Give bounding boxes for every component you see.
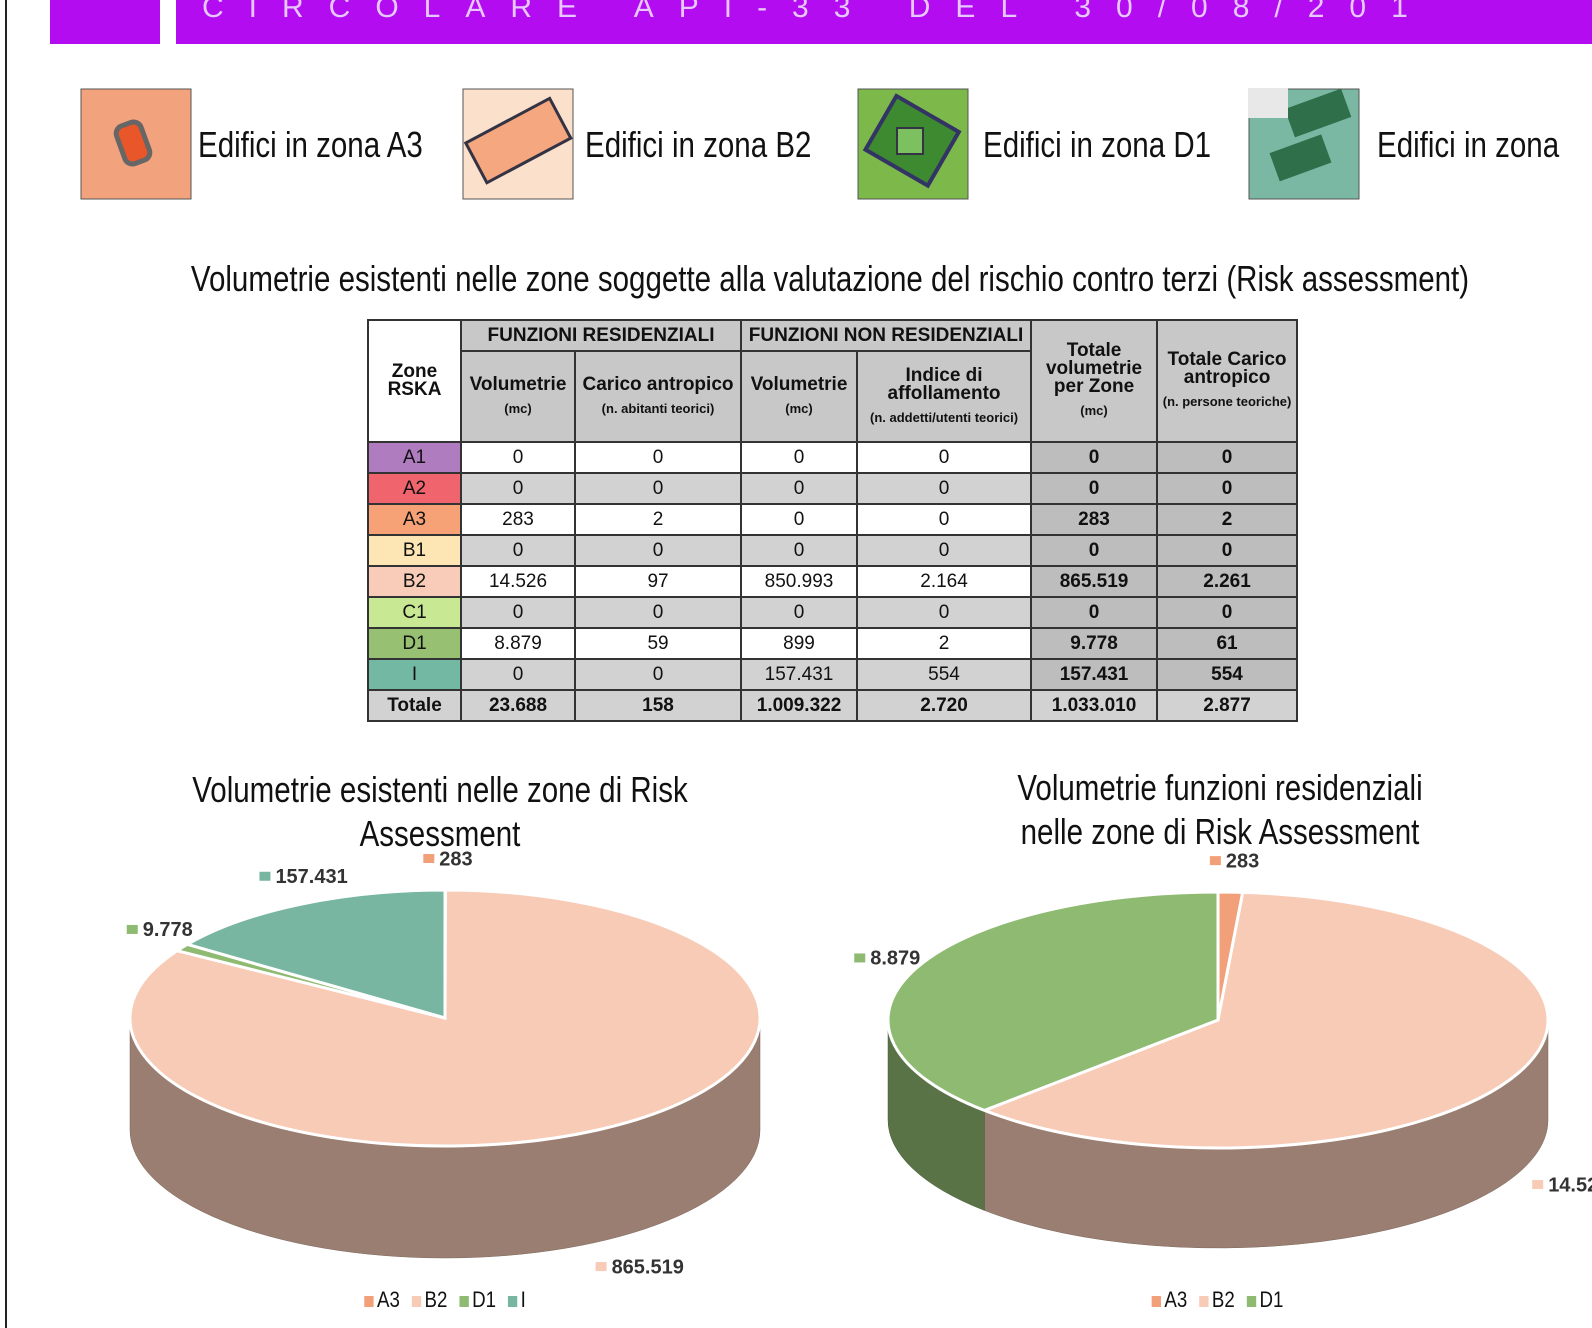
label-swatch xyxy=(1532,1180,1543,1189)
legend-label: D1 xyxy=(1259,1287,1283,1312)
legend-label: A3 xyxy=(1164,1287,1187,1312)
legend-item: D1 xyxy=(1247,1287,1284,1313)
legend-label: B2 xyxy=(1212,1287,1235,1312)
legend-label: I xyxy=(521,1287,526,1312)
data-label: 865.519 xyxy=(612,1256,684,1278)
legend-swatch xyxy=(459,1296,468,1307)
label-swatch xyxy=(423,854,434,863)
legend-label: B2 xyxy=(425,1287,448,1312)
legend-item: D1 xyxy=(459,1287,496,1313)
legend-swatch xyxy=(508,1296,517,1307)
legend: A3 B2 D1 xyxy=(1152,1287,1284,1313)
data-label: 14.526 xyxy=(1548,1174,1592,1196)
label-swatch xyxy=(127,925,138,934)
legend-item: I xyxy=(508,1287,526,1313)
legend-swatch xyxy=(412,1296,421,1307)
data-label: 9.778 xyxy=(143,919,193,941)
legend-label: A3 xyxy=(377,1287,400,1312)
label-swatch xyxy=(596,1262,607,1271)
legend-swatch xyxy=(1199,1296,1208,1307)
label-swatch xyxy=(854,953,865,962)
legend-label: D1 xyxy=(472,1287,496,1312)
data-label: 157.431 xyxy=(275,866,347,888)
legend: A3 B2 D1 I xyxy=(364,1287,526,1313)
legend-item: A3 xyxy=(364,1287,400,1313)
label-swatch xyxy=(1210,856,1221,865)
data-label: 283 xyxy=(439,848,472,870)
pie-charts: 283 865.519 9.778 157.431 283 14.526 8.879 xyxy=(0,0,1592,1328)
legend-swatch xyxy=(1152,1296,1161,1307)
legend-item: A3 xyxy=(1152,1287,1188,1313)
label-swatch xyxy=(259,872,270,881)
legend-swatch xyxy=(1247,1296,1256,1307)
legend-item: B2 xyxy=(412,1287,448,1313)
legend-item: B2 xyxy=(1199,1287,1235,1313)
legend-swatch xyxy=(364,1296,373,1307)
data-label: 283 xyxy=(1226,850,1259,872)
page: { "header": {"title": "CIRCOLARE API-33 … xyxy=(0,0,1592,1328)
data-label: 8.879 xyxy=(870,948,920,970)
